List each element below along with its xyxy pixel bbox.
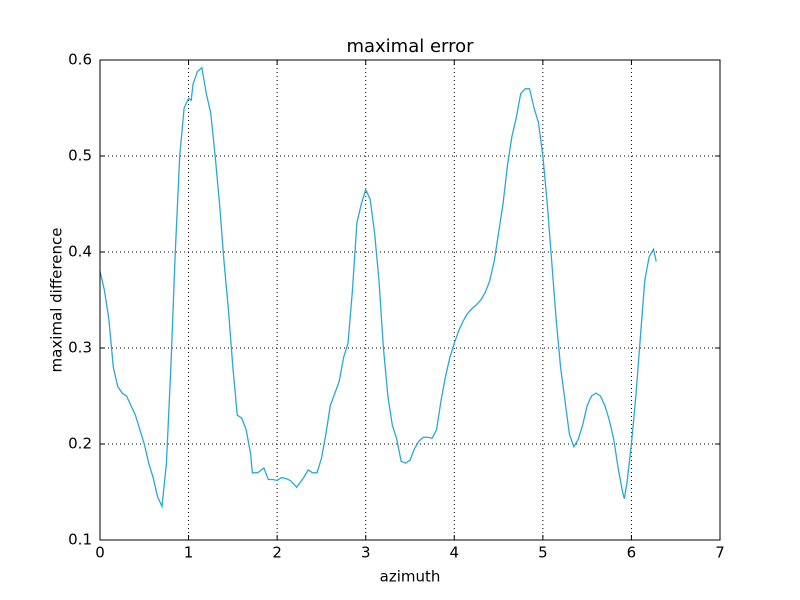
chart-title: maximal error xyxy=(346,36,474,57)
y-tick-label: 0.5 xyxy=(68,147,92,165)
x-axis-label: azimuth xyxy=(380,568,441,586)
x-tick-label: 7 xyxy=(715,544,725,562)
x-tick-label: 4 xyxy=(450,544,460,562)
y-axis-label: maximal difference xyxy=(48,228,66,373)
y-tick-label: 0.2 xyxy=(68,435,92,453)
y-tick-label: 0.4 xyxy=(68,243,92,261)
y-tick-label: 0.3 xyxy=(68,339,92,357)
x-tick-label: 0 xyxy=(95,544,105,562)
x-tick-label: 3 xyxy=(361,544,371,562)
x-tick-label: 6 xyxy=(627,544,637,562)
y-tick-label: 0.1 xyxy=(68,531,92,549)
x-tick-label: 1 xyxy=(184,544,194,562)
y-tick-label: 0.6 xyxy=(68,51,92,69)
data-line xyxy=(99,66,657,509)
plot-frame xyxy=(99,59,721,541)
x-tick-label: 5 xyxy=(538,544,548,562)
x-tick-label: 2 xyxy=(272,544,282,562)
